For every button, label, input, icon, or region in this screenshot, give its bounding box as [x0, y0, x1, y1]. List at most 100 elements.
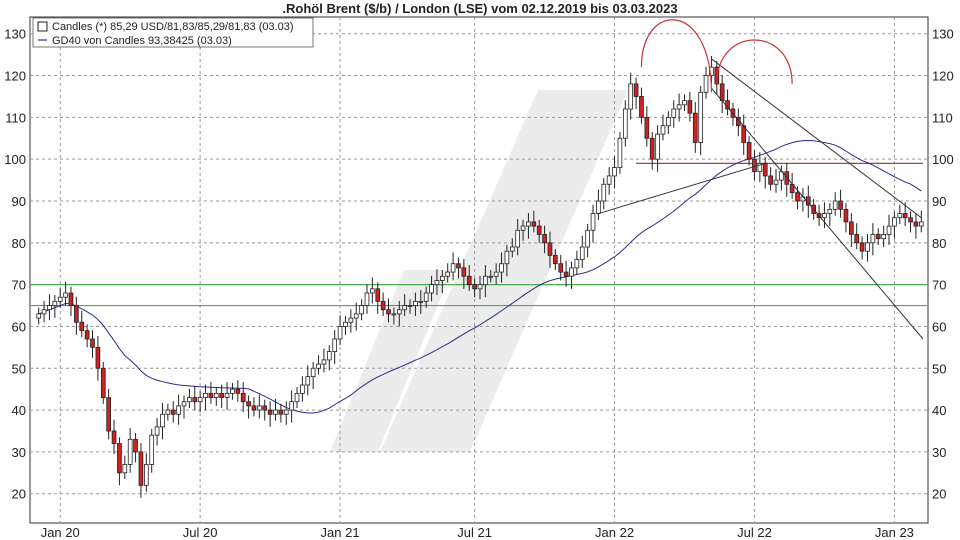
- candle-body: [197, 397, 203, 403]
- x-tick-label: Jul 22: [737, 525, 772, 540]
- y-tick-label-left: 100: [4, 152, 26, 167]
- candle-body: [294, 392, 300, 403]
- legend-box: [32, 17, 314, 48]
- candle-body: [606, 175, 612, 185]
- candle-body: [483, 275, 488, 286]
- y-tick-label-left: 90: [12, 194, 26, 209]
- candle-body: [768, 175, 773, 185]
- candle-body: [558, 263, 564, 273]
- candle-body: [908, 217, 913, 223]
- candle-body: [536, 225, 542, 235]
- candle-body: [41, 309, 47, 315]
- candle-body: [886, 225, 892, 235]
- candle-body: [639, 96, 644, 118]
- y-tick-label-left: 20: [12, 487, 26, 502]
- y-tick-label-left: 80: [12, 236, 26, 251]
- candle-body: [348, 317, 354, 323]
- candle-body: [520, 225, 526, 231]
- uptrend-line: [598, 162, 766, 215]
- y-tick-label-left: 30: [12, 445, 26, 460]
- x-tick-label: Jul 21: [457, 525, 492, 540]
- candle-body: [628, 83, 634, 110]
- candle-body: [827, 208, 833, 214]
- candle-body: [461, 267, 467, 277]
- candle-body: [235, 388, 241, 394]
- candle-body: [278, 409, 284, 415]
- candle-body: [418, 300, 424, 303]
- candle-body: [316, 363, 321, 369]
- candle-body: [633, 83, 639, 97]
- candle-body: [74, 305, 79, 323]
- shoulder-arc-left: [640, 19, 713, 93]
- candle-body: [413, 300, 418, 306]
- candle-body: [224, 392, 230, 398]
- candle-body: [300, 384, 305, 394]
- candle-body: [509, 246, 515, 252]
- candle-body: [757, 162, 763, 173]
- candle-body: [289, 401, 294, 411]
- x-tick-label: Jan 22: [595, 525, 634, 540]
- candle-body: [762, 162, 768, 177]
- candle-body: [36, 313, 42, 319]
- channel-lower-line: [711, 87, 924, 340]
- y-tick-label-left: 50: [12, 361, 26, 376]
- candle-body: [439, 275, 445, 281]
- candle-body: [423, 292, 429, 302]
- x-tick-label: Jul 20: [183, 525, 218, 540]
- candle-body: [655, 133, 660, 160]
- y-tick-label-right: 70: [932, 278, 946, 293]
- y-tick-label-right: 130: [932, 27, 954, 42]
- candle-body: [63, 292, 68, 298]
- y-tick-label-left: 60: [12, 319, 26, 334]
- chart-title: .Rohöl Brent ($/b) / London (LSE) vom 02…: [282, 1, 678, 16]
- candle-body: [332, 338, 338, 352]
- candle-body: [445, 271, 451, 277]
- y-tick-label-left: 110: [5, 110, 26, 125]
- candle-body: [192, 397, 198, 403]
- candle-body: [203, 392, 208, 398]
- candle-body: [353, 313, 359, 319]
- candle-body: [687, 100, 693, 114]
- legend-label-ma: GD40 von Candles 93,38425 (03.03): [52, 35, 232, 47]
- candle-body: [585, 229, 590, 248]
- candle-body: [343, 321, 348, 327]
- y-tick-label-left: 40: [12, 403, 26, 418]
- candle-body: [321, 359, 327, 365]
- candle-body: [251, 405, 257, 411]
- candle-body: [526, 221, 531, 227]
- candle-body: [698, 91, 703, 143]
- candle-body: [870, 234, 876, 244]
- candle-body: [596, 200, 601, 214]
- candle-body: [52, 300, 58, 306]
- candle-body: [499, 263, 504, 273]
- candle-body: [881, 234, 886, 240]
- candle-body: [364, 292, 370, 306]
- candle-body: [601, 183, 607, 202]
- candle-body: [219, 392, 225, 398]
- candle-body: [170, 409, 176, 415]
- candle-body: [892, 217, 897, 227]
- candle-body: [257, 405, 262, 411]
- y-tick-label-left: 70: [12, 278, 26, 293]
- candle-body: [391, 313, 397, 316]
- candle-body: [127, 438, 133, 465]
- candle-body: [450, 263, 456, 273]
- candle-body: [133, 438, 138, 453]
- candle-body: [359, 305, 364, 315]
- candle-body: [407, 305, 413, 307]
- candle-body: [746, 142, 752, 160]
- candle-body: [262, 405, 268, 411]
- candle-body: [230, 388, 235, 394]
- candle-body: [273, 409, 278, 415]
- candle-body: [472, 284, 477, 290]
- candle-body: [569, 267, 574, 277]
- candle-body: [386, 309, 391, 315]
- candle-body: [402, 305, 407, 311]
- candle-body: [396, 309, 402, 315]
- candle-body: [429, 284, 434, 294]
- candle-body: [456, 263, 461, 269]
- candle-body: [612, 167, 617, 177]
- y-tick-label-right: 110: [932, 110, 953, 125]
